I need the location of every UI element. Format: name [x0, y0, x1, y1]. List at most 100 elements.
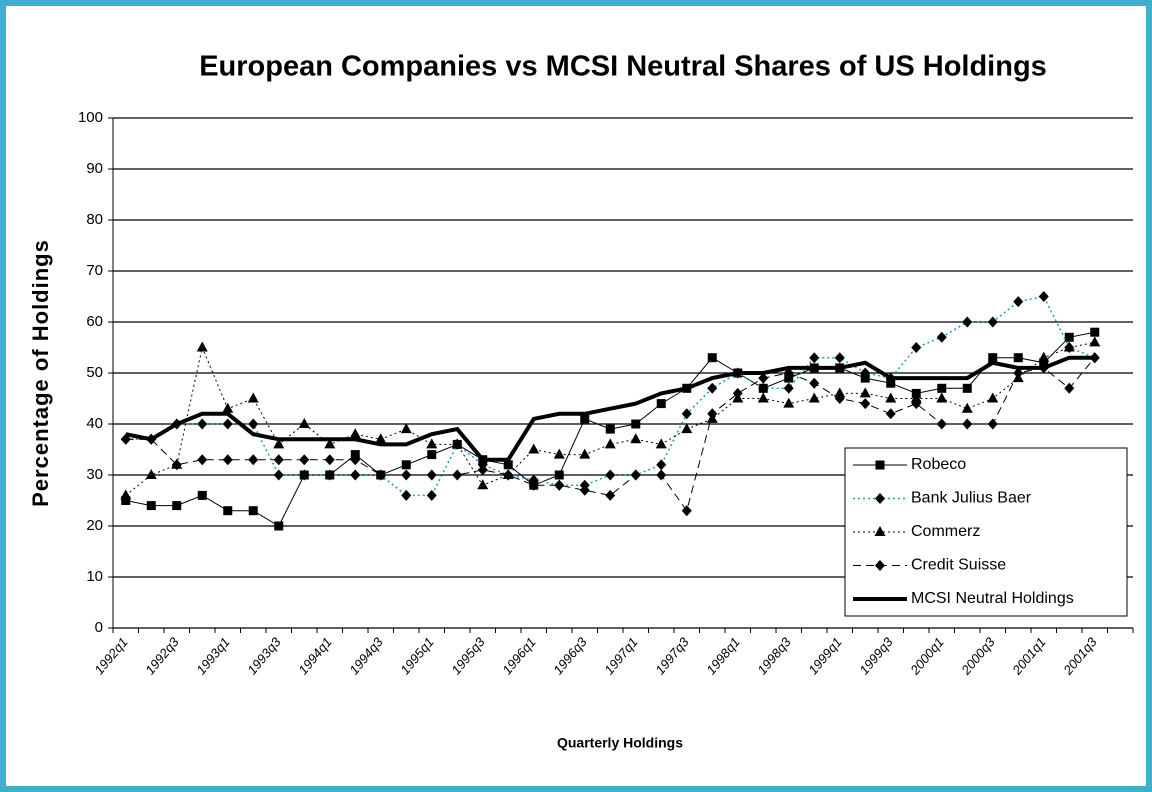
data-point	[452, 469, 463, 481]
data-point	[656, 469, 667, 481]
data-point	[1064, 382, 1075, 394]
data-point	[961, 402, 973, 413]
data-point	[631, 419, 641, 429]
legend-marker	[874, 526, 886, 536]
data-point	[197, 454, 208, 466]
data-point	[248, 454, 259, 466]
data-point	[988, 353, 998, 363]
legend-label: MCSI Neutral Holdings	[911, 590, 1074, 607]
data-point	[401, 469, 412, 481]
data-point	[808, 392, 820, 403]
data-point	[655, 438, 667, 449]
data-point	[477, 464, 488, 476]
data-point	[426, 469, 437, 481]
data-point	[121, 496, 131, 505]
data-point	[681, 423, 693, 434]
data-point	[860, 398, 871, 410]
data-point	[477, 479, 489, 490]
data-point	[885, 408, 896, 420]
legend-marker	[875, 460, 885, 470]
y-tick-label: 80	[86, 211, 103, 228]
y-tick-label: 90	[86, 160, 103, 177]
data-point	[962, 316, 973, 328]
data-point	[375, 433, 387, 444]
data-point	[937, 383, 947, 393]
data-point	[834, 352, 845, 364]
data-point	[553, 448, 565, 459]
data-point	[1013, 296, 1024, 308]
y-tick-label: 0	[95, 619, 103, 636]
data-point	[375, 469, 386, 481]
data-point	[273, 438, 285, 449]
data-point	[1013, 353, 1023, 363]
data-point	[605, 489, 616, 501]
data-point	[962, 383, 972, 393]
data-point	[299, 454, 310, 466]
data-point	[656, 399, 666, 409]
data-point	[298, 418, 310, 428]
data-point	[197, 490, 207, 500]
data-point	[1089, 336, 1101, 347]
data-point	[809, 377, 820, 389]
y-axis-label: Percentage of Holdings	[28, 239, 53, 507]
series-line	[125, 357, 1096, 512]
data-point	[451, 438, 463, 449]
data-point	[197, 418, 208, 430]
data-point	[1064, 332, 1074, 342]
data-point	[273, 469, 284, 481]
data-point	[605, 469, 616, 481]
data-point	[120, 489, 132, 500]
data-point	[554, 470, 564, 480]
data-point	[859, 387, 871, 398]
data-point	[528, 443, 540, 454]
data-point	[1038, 351, 1050, 362]
data-point	[834, 387, 846, 398]
legend-label: Bank Julius Baer	[911, 490, 1032, 507]
y-tick-label: 10	[86, 568, 103, 585]
y-tick-label: 50	[86, 364, 103, 381]
data-point	[146, 501, 156, 511]
y-tick-label: 70	[86, 262, 103, 279]
data-point	[222, 402, 234, 413]
data-point	[1013, 367, 1024, 379]
data-point	[579, 448, 591, 459]
y-tick-label: 30	[86, 466, 103, 483]
chart-title: European Companies vs MCSI Neutral Share…	[199, 51, 1047, 83]
data-point	[1090, 327, 1100, 337]
data-point	[809, 352, 820, 364]
data-point	[299, 469, 310, 481]
series-line	[125, 355, 1095, 462]
legend-marker	[875, 560, 885, 571]
data-point	[605, 424, 615, 434]
data-point	[196, 341, 208, 352]
legend-label: Credit Suisse	[911, 557, 1006, 574]
data-point	[783, 397, 795, 408]
data-point	[426, 489, 437, 501]
data-point	[248, 506, 258, 516]
y-tick-label: 20	[86, 517, 103, 534]
data-point	[936, 331, 947, 343]
data-point	[324, 454, 335, 466]
data-point	[247, 392, 259, 403]
data-point	[401, 460, 411, 470]
data-point	[400, 423, 412, 434]
data-point	[324, 438, 336, 449]
y-tick-label: 40	[86, 415, 103, 432]
data-point	[222, 454, 233, 466]
legend-label: Robeco	[911, 456, 966, 473]
data-point	[579, 484, 590, 496]
data-point	[656, 459, 667, 471]
data-point	[248, 418, 259, 430]
data-point	[604, 438, 616, 449]
data-point	[757, 392, 769, 403]
data-point	[630, 469, 641, 481]
data-point	[885, 392, 897, 403]
legend-label: Commerz	[911, 523, 980, 540]
data-point	[350, 454, 361, 466]
data-point	[427, 450, 437, 460]
data-point	[554, 479, 565, 491]
data-point	[911, 342, 922, 353]
data-point	[987, 316, 998, 328]
